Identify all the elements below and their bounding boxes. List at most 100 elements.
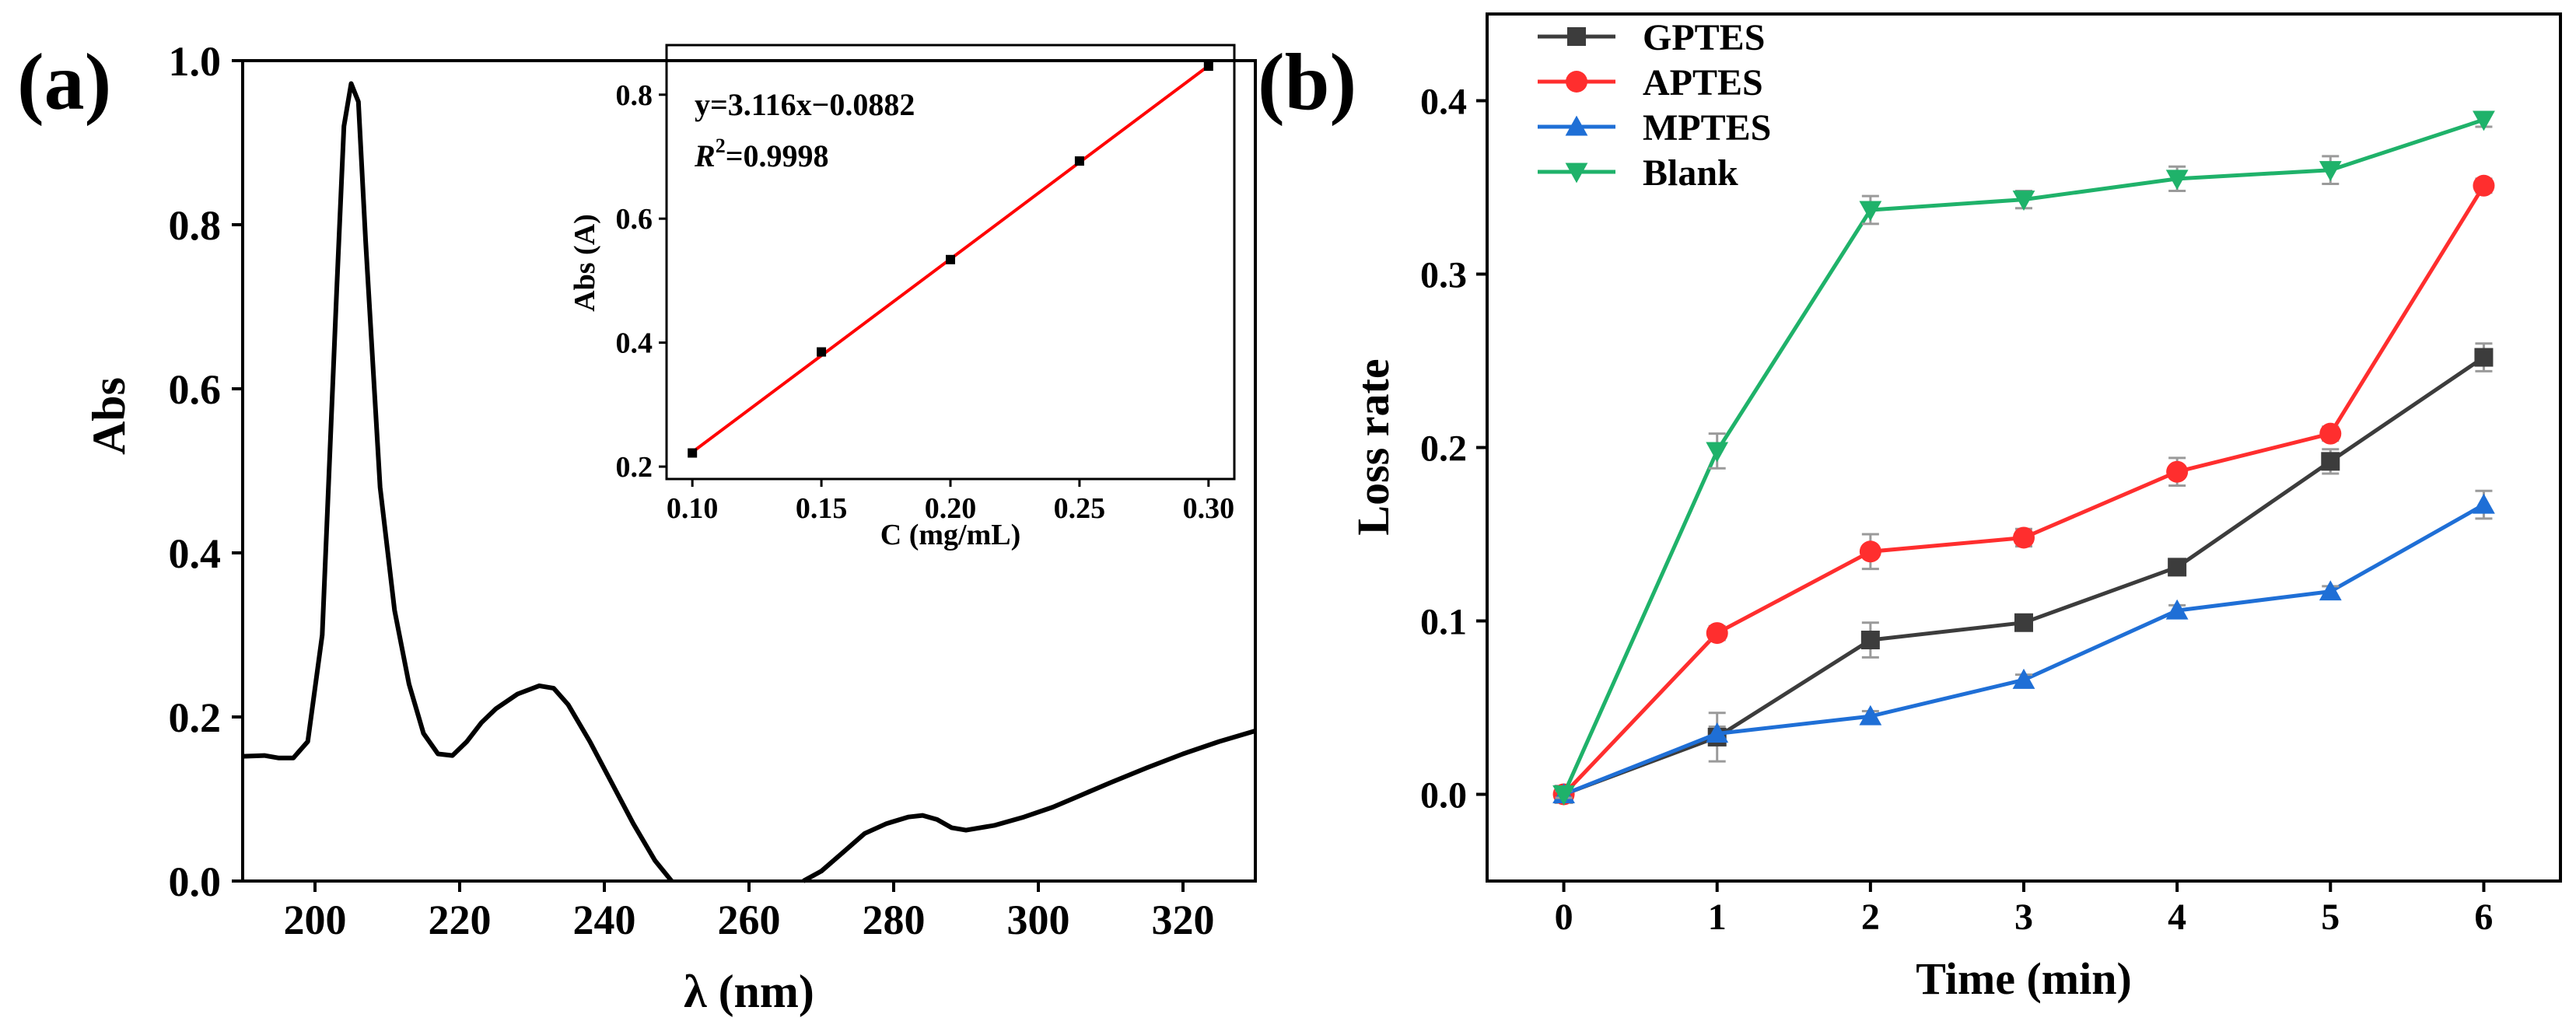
a-y-axis-title: Abs — [83, 377, 135, 455]
b-point-aptes — [2013, 526, 2035, 549]
a-spectrum-segment-2 — [802, 729, 1256, 883]
b-y-tick-label: 0.0 — [1420, 775, 1467, 816]
legend-marker-mptes — [1565, 115, 1588, 136]
legend-label-gptes: GPTES — [1643, 17, 1765, 58]
b-y-axis-title: Loss rate — [1348, 358, 1398, 535]
b-point-blank — [2012, 191, 2035, 212]
b-point-aptes — [1706, 622, 1728, 645]
legend-marker-blank — [1565, 163, 1588, 184]
b-point-aptes — [2319, 422, 2342, 445]
a-spectrum-curves — [242, 81, 1256, 883]
b-point-gptes — [2014, 613, 2033, 632]
b-point-gptes — [2168, 558, 2187, 577]
a-y-tick-label: 0.8 — [169, 202, 222, 249]
a-x-axis-title: λ (nm) — [684, 966, 814, 1017]
inset-x-tick-label: 0.30 — [1183, 492, 1235, 525]
a-y-tick-label: 1.0 — [169, 38, 222, 85]
b-y-tick-label: 0.1 — [1420, 602, 1467, 643]
inset-y-tick-label: 0.6 — [616, 203, 653, 236]
inset-chart: 0.10 0.15 0.20 0.25 0.30 0.2 0.4 0.6 0.8 C (mg/m… — [569, 44, 1236, 551]
inset-y-axis-title: Abs (A) — [569, 214, 601, 312]
b-series-mptes — [1552, 489, 2495, 804]
b-point-mptes — [2012, 668, 2035, 689]
inset-r-squared-value: =0.9998 — [726, 138, 829, 173]
b-point-mptes — [1859, 705, 1882, 726]
a-axes: 200 220 240 260 280 300 320 0.0 0.2 0.4 0.6 0.8 1.0 — [169, 38, 1215, 943]
panel-a: (a) 200 220 240 260 280 300 320 0.0 0.2 0.4 0.6 0.8… — [17, 37, 1257, 1017]
a-y-tick-label: 0.4 — [169, 530, 222, 577]
legend-label-mptes: MPTES — [1643, 107, 1771, 149]
inset-plot — [688, 61, 1213, 458]
b-point-blank — [2319, 161, 2342, 182]
a-x-tick-label: 260 — [718, 897, 781, 943]
b-point-mptes — [1706, 722, 1729, 743]
b-x-tick-label: 2 — [1861, 897, 1880, 938]
a-y-tick-label: 0.0 — [169, 858, 222, 905]
b-point-mptes — [2165, 599, 2189, 620]
inset-x-axis-title: C (mg/mL) — [880, 519, 1020, 551]
b-point-blank — [1859, 201, 1882, 222]
inset-y-tick-label: 0.4 — [616, 327, 653, 360]
legend-label-aptes: APTES — [1643, 62, 1763, 103]
b-y-tick-label: 0.3 — [1420, 255, 1467, 296]
inset-x-tick-label: 0.10 — [667, 492, 719, 525]
b-series-gptes — [1554, 342, 2494, 804]
b-point-blank — [1706, 442, 1729, 463]
b-x-tick-label: 6 — [2474, 897, 2493, 938]
inset-fit-equation: y=3.116x−0.0882 — [695, 87, 915, 122]
b-point-blank — [2165, 170, 2189, 191]
b-plot — [1552, 110, 2495, 806]
inset-x-tick-label: 0.25 — [1054, 492, 1106, 525]
b-x-tick-label: 0 — [1555, 897, 1573, 938]
inset-y-tick-label: 0.8 — [616, 79, 653, 112]
b-point-gptes — [2321, 452, 2340, 471]
b-point-mptes — [2473, 493, 2495, 514]
a-y-tick-label: 0.6 — [169, 366, 222, 413]
b-series-aptes — [1552, 174, 2495, 806]
inset-y-tick-label: 0.2 — [616, 451, 653, 484]
a-x-tick-label: 280 — [863, 897, 926, 943]
legend-marker-gptes — [1567, 27, 1586, 46]
inset-axes: 0.10 0.15 0.20 0.25 0.30 0.2 0.4 0.6 0.8 — [616, 79, 1235, 525]
b-point-blank — [2473, 110, 2495, 131]
inset-r-squared-exponent: 2 — [716, 135, 726, 157]
inset-r-squared: R2=0.9998 — [694, 135, 828, 173]
a-x-tick-label: 200 — [284, 897, 347, 943]
legend-marker-aptes — [1566, 71, 1587, 93]
b-y-tick-label: 0.2 — [1420, 428, 1467, 470]
b-y-tick-label: 0.4 — [1420, 82, 1467, 123]
b-point-aptes — [2166, 460, 2189, 483]
b-line-blank — [1562, 117, 2485, 795]
b-point-gptes — [2474, 348, 2494, 367]
inset-x-tick-label: 0.20 — [925, 492, 977, 525]
b-point-aptes — [2473, 174, 2495, 197]
panel-b: (b) 0 1 2 3 4 5 6 0.0 0.1 0.2 0.3 0.4 Time (min) Lo… — [1258, 12, 2562, 1004]
b-x-tick-label: 1 — [1708, 897, 1727, 938]
a-y-tick-label: 0.2 — [169, 694, 222, 741]
panel-b-label: (b) — [1258, 37, 1356, 127]
b-x-tick-label: 5 — [2321, 897, 2340, 938]
b-x-axis-title: Time (min) — [1916, 953, 2132, 1004]
inset-data-point — [1074, 156, 1084, 166]
b-x-tick-label: 4 — [2168, 897, 2186, 938]
inset-data-point — [1203, 61, 1213, 72]
b-point-aptes — [1859, 540, 1881, 563]
inset-data-point — [946, 254, 955, 264]
b-point-mptes — [2319, 580, 2342, 601]
b-x-tick-label: 3 — [2014, 897, 2033, 938]
a-x-tick-label: 300 — [1007, 897, 1070, 943]
inset-r-squared-symbol: R — [694, 138, 716, 173]
legend-label-blank: Blank — [1643, 152, 1738, 194]
b-series-blank — [1552, 110, 2495, 806]
inset-data-point — [688, 448, 698, 458]
a-x-tick-label: 320 — [1152, 897, 1215, 943]
b-axes: 0 1 2 3 4 5 6 0.0 0.1 0.2 0.3 0.4 — [1420, 82, 2493, 939]
a-plot-frame — [241, 59, 1257, 883]
b-point-gptes — [1860, 631, 1880, 650]
inset-x-tick-label: 0.15 — [796, 492, 848, 525]
panel-a-label: (a) — [17, 37, 111, 127]
a-x-tick-label: 220 — [429, 897, 492, 943]
b-line-gptes — [1563, 355, 2485, 796]
b-point-blank — [1552, 785, 1575, 806]
